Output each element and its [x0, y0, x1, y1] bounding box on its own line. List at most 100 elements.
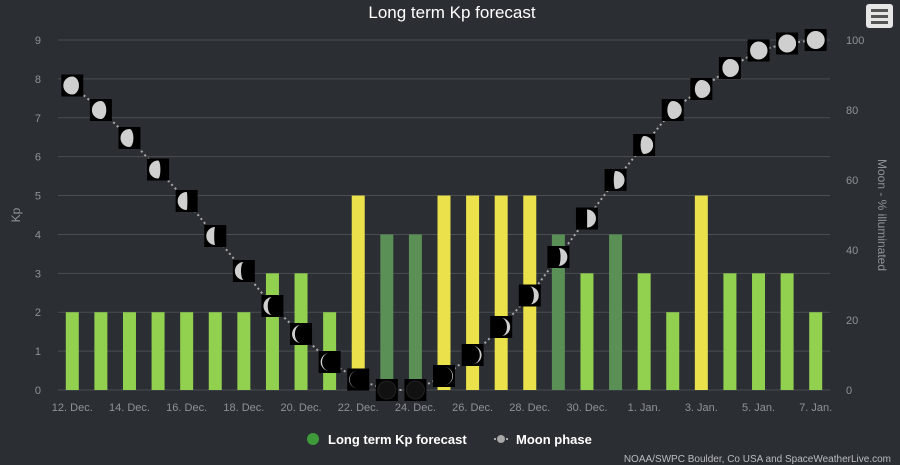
x-tick-label: 20. Dec.	[281, 402, 322, 414]
moon-icon	[750, 41, 768, 60]
moon-phase-point[interactable]	[804, 29, 827, 51]
y-tick-label: 7	[35, 113, 41, 125]
kp-bar[interactable]	[408, 234, 422, 390]
kp-bar[interactable]	[694, 195, 708, 390]
y-tick-label: 5	[35, 191, 41, 203]
moon-icon	[778, 34, 797, 53]
y-tick-label: 9	[35, 35, 41, 47]
x-tick-label: 7. Jan.	[799, 402, 832, 414]
chart-title: Long term Kp forecast	[368, 3, 536, 22]
kp-bar[interactable]	[637, 273, 651, 390]
moon-icon	[806, 31, 825, 49]
moon-icon	[501, 318, 511, 336]
moon-phase-point[interactable]	[175, 190, 198, 212]
y-axis-ticks: 0 1 2 3 4 5 6 7 8 9	[35, 35, 41, 397]
y-tick-label: 0	[35, 385, 41, 397]
moon-phase-point[interactable]	[318, 351, 341, 373]
moon-marker-bg	[347, 368, 370, 391]
y2-tick-label: 100	[846, 35, 864, 47]
moon-phase-point[interactable]	[147, 158, 170, 181]
credits-text[interactable]: NOAA/SWPC Boulder, Co USA and SpaceWeath…	[624, 454, 891, 465]
kp-bar[interactable]	[580, 273, 594, 390]
kp-bar[interactable]	[237, 312, 251, 390]
moon-phase-point[interactable]	[690, 78, 713, 100]
y2-tick-label: 20	[846, 315, 858, 327]
moon-phase-point[interactable]	[575, 207, 598, 230]
kp-bar[interactable]	[723, 273, 737, 390]
moon-icon	[234, 262, 244, 280]
moon-phase-point[interactable]	[232, 260, 255, 282]
kp-bar[interactable]	[380, 234, 394, 390]
x-tick-label: 24. Dec.	[395, 402, 436, 414]
kp-bar[interactable]	[809, 312, 823, 390]
kp-bar[interactable]	[466, 195, 480, 390]
legend-item-kp[interactable]: Long term Kp forecast	[307, 432, 467, 447]
new-moon-icon	[377, 380, 397, 400]
moon-marker-bg	[461, 344, 484, 366]
kp-bar[interactable]	[180, 312, 194, 390]
moon-icon	[149, 160, 161, 179]
y-tick-label: 4	[35, 229, 41, 241]
kp-bar[interactable]	[551, 234, 565, 390]
x-tick-label: 26. Dec.	[452, 402, 493, 414]
moon-icon	[63, 76, 79, 95]
kp-bar[interactable]	[666, 312, 680, 390]
x-tick-label: 3. Jan.	[685, 402, 718, 414]
kp-bar[interactable]	[265, 273, 279, 390]
moon-phase-point[interactable]	[718, 57, 741, 79]
moon-icon	[292, 325, 302, 343]
moon-phase-point[interactable]	[204, 225, 227, 247]
moon-phase-point[interactable]	[747, 39, 770, 62]
kp-bar[interactable]	[609, 234, 623, 390]
moon-phase-point[interactable]	[604, 169, 627, 191]
moon-marker-bg	[433, 365, 455, 387]
legend-moon-dot-icon	[497, 435, 505, 443]
moon-icon	[120, 129, 134, 147]
moon-phase-point[interactable]	[290, 323, 313, 345]
kp-bar[interactable]	[780, 273, 794, 390]
moon-phase-point[interactable]	[433, 365, 455, 387]
kp-bar[interactable]	[208, 312, 222, 390]
y-tick-label: 3	[35, 268, 41, 280]
moon-phase-point[interactable]	[61, 74, 84, 97]
kp-bar[interactable]	[351, 195, 365, 390]
moon-icon	[472, 346, 482, 364]
moon-phase-point[interactable]	[776, 32, 799, 55]
moon-icon	[558, 248, 568, 266]
kp-bar[interactable]	[122, 312, 136, 390]
kp-bars	[65, 195, 823, 390]
chart-menu-button[interactable]	[866, 4, 893, 28]
kp-bar[interactable]	[752, 273, 766, 390]
moon-phase-point[interactable]	[490, 316, 513, 338]
legend-item-moon[interactable]: Moon phase	[494, 432, 592, 447]
x-tick-label: 1. Jan.	[628, 402, 661, 414]
moon-phase-point[interactable]	[633, 134, 656, 156]
moon-phase-point[interactable]	[404, 379, 427, 401]
moon-phase-point[interactable]	[89, 99, 112, 121]
y2-tick-label: 80	[846, 105, 858, 117]
kp-bar[interactable]	[65, 312, 79, 390]
kp-bar[interactable]	[494, 195, 508, 390]
moon-phase-point[interactable]	[661, 99, 684, 121]
y2-axis-ticks: 0 20 40 60 80 100	[846, 35, 864, 397]
legend-kp-dot-icon	[307, 433, 319, 445]
legend: Long term Kp forecast Moon phase	[307, 432, 592, 447]
moon-icon	[263, 297, 273, 315]
moon-phase-point[interactable]	[261, 295, 284, 317]
moon-icon	[694, 80, 711, 98]
x-tick-label: 16. Dec.	[166, 402, 207, 414]
y-axis-title: Kp	[9, 207, 23, 222]
kp-bar[interactable]	[437, 195, 451, 390]
moon-phase-point[interactable]	[461, 344, 484, 366]
kp-bar[interactable]	[94, 312, 108, 390]
y-tick-label: 6	[35, 152, 41, 164]
moon-phase-point[interactable]	[547, 246, 570, 268]
kp-bar[interactable]	[151, 312, 165, 390]
x-tick-label: 30. Dec.	[566, 402, 607, 414]
moon-phase-point[interactable]	[518, 284, 541, 307]
moon-phase-point[interactable]	[375, 379, 398, 401]
x-axis-ticks: 12. Dec. 14. Dec. 16. Dec. 18. Dec. 20. Dec.…	[52, 402, 832, 414]
moon-phase-point[interactable]	[118, 127, 141, 149]
moon-phase-point[interactable]	[347, 368, 370, 391]
x-tick-label: 22. Dec.	[338, 402, 379, 414]
